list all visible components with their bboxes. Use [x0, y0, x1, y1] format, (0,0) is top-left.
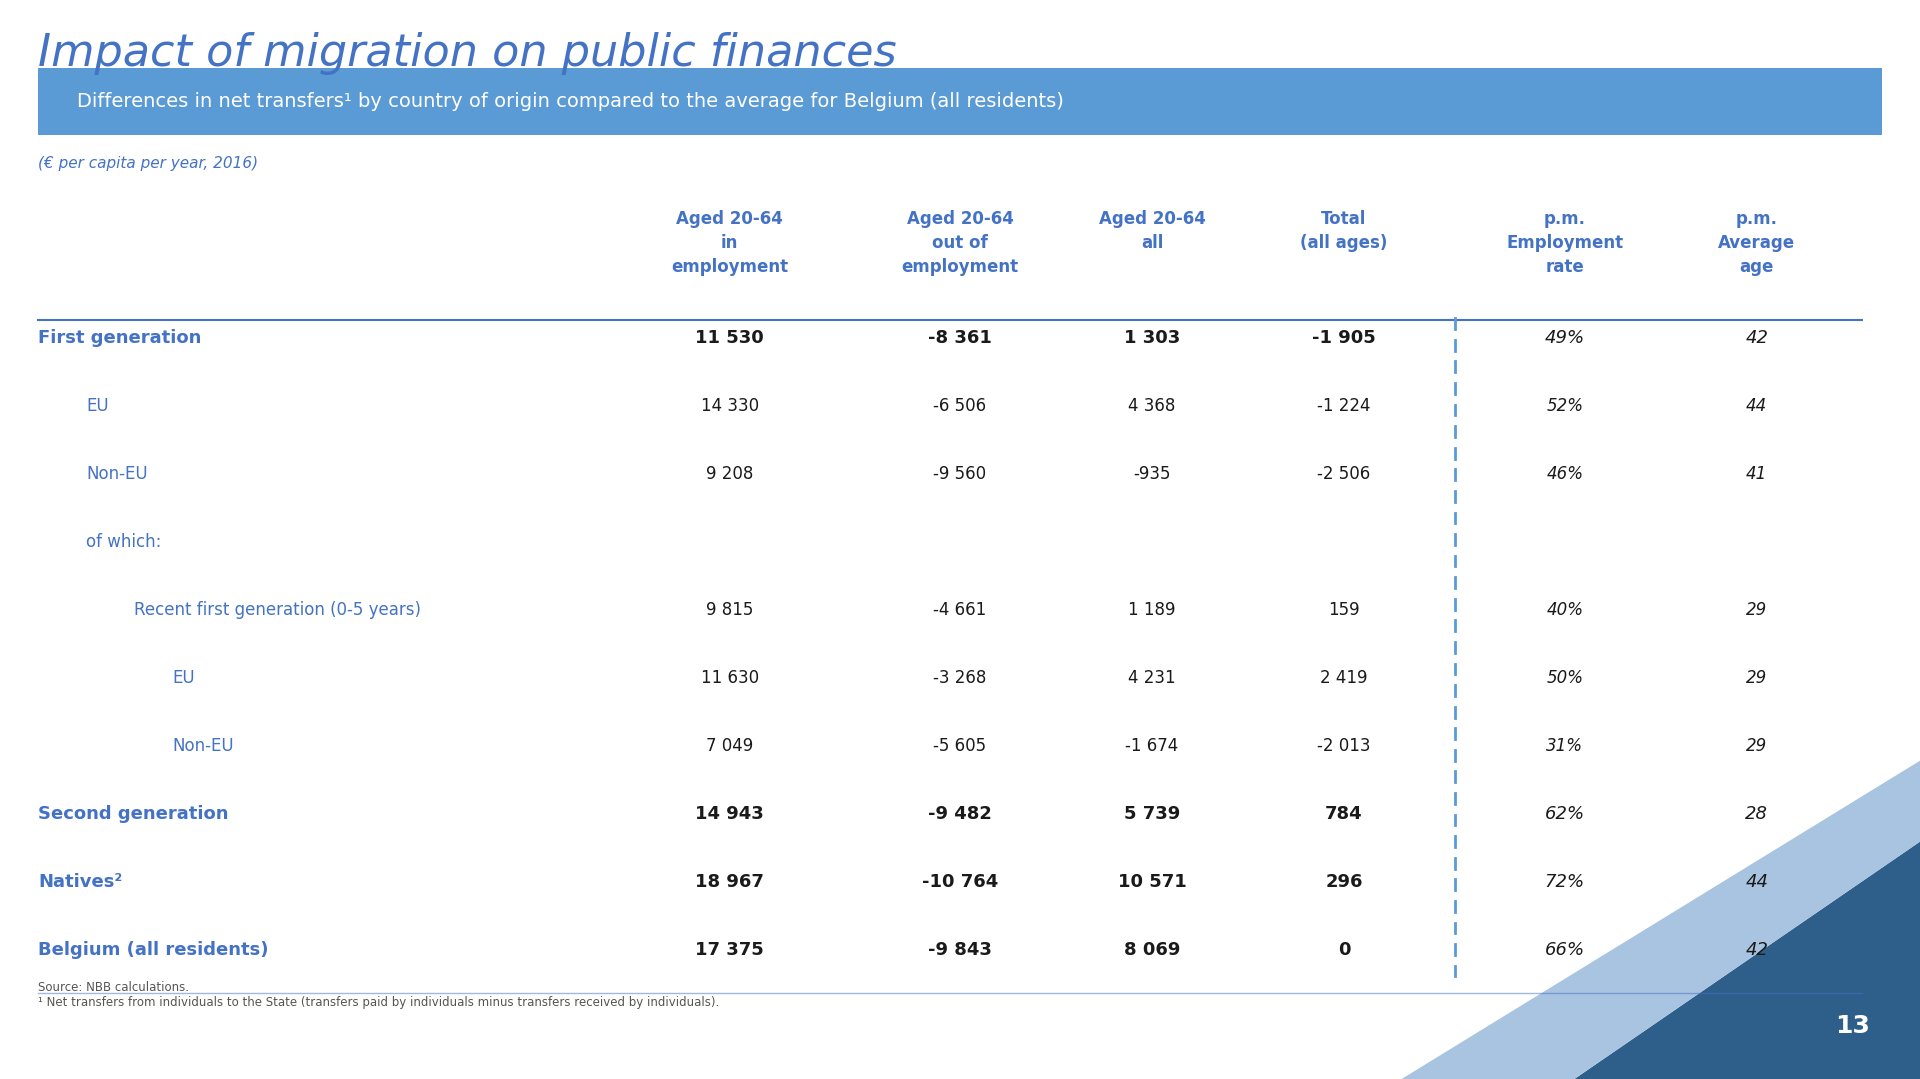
- Text: Aged 20-64
all: Aged 20-64 all: [1098, 210, 1206, 252]
- Text: Second generation: Second generation: [38, 805, 228, 823]
- Text: 159: 159: [1329, 601, 1359, 619]
- Text: 1 189: 1 189: [1129, 601, 1175, 619]
- Text: -2 013: -2 013: [1317, 737, 1371, 755]
- Text: -9 482: -9 482: [927, 805, 993, 823]
- Text: Aged 20-64
in
employment: Aged 20-64 in employment: [670, 210, 789, 275]
- Text: 13: 13: [1836, 1014, 1870, 1038]
- Text: 0: 0: [1338, 941, 1350, 959]
- Text: Natives²: Natives²: [38, 873, 123, 891]
- Text: Impact of migration on public finances: Impact of migration on public finances: [38, 32, 897, 76]
- Text: -5 605: -5 605: [933, 737, 987, 755]
- Text: 5 739: 5 739: [1123, 805, 1181, 823]
- Text: EU: EU: [86, 397, 109, 415]
- Text: 8 069: 8 069: [1123, 941, 1181, 959]
- Text: 72%: 72%: [1546, 873, 1584, 891]
- Text: 14 330: 14 330: [701, 397, 758, 415]
- Text: 784: 784: [1325, 805, 1363, 823]
- Text: 44: 44: [1745, 397, 1768, 415]
- Polygon shape: [1402, 761, 1920, 1079]
- Text: 42: 42: [1745, 329, 1768, 347]
- Text: 46%: 46%: [1546, 465, 1584, 483]
- Text: Non-EU: Non-EU: [173, 737, 234, 755]
- Text: First generation: First generation: [38, 329, 202, 347]
- Text: 28: 28: [1745, 805, 1768, 823]
- Text: 2 419: 2 419: [1321, 669, 1367, 687]
- Text: p.m.
Average
age: p.m. Average age: [1718, 210, 1795, 275]
- Text: 4 368: 4 368: [1129, 397, 1175, 415]
- Text: Differences in net transfers¹ by country of origin compared to the average for B: Differences in net transfers¹ by country…: [77, 92, 1064, 111]
- Text: 29: 29: [1745, 669, 1768, 687]
- Text: 18 967: 18 967: [695, 873, 764, 891]
- Text: 49%: 49%: [1546, 329, 1584, 347]
- Text: 296: 296: [1325, 873, 1363, 891]
- Text: -1 905: -1 905: [1311, 329, 1377, 347]
- Text: 41: 41: [1745, 465, 1768, 483]
- Text: -3 268: -3 268: [933, 669, 987, 687]
- Text: p.m.
Employment
rate: p.m. Employment rate: [1505, 210, 1624, 275]
- Text: Non-EU: Non-EU: [86, 465, 148, 483]
- Text: of which:: of which:: [86, 533, 161, 551]
- Text: -9 843: -9 843: [927, 941, 993, 959]
- Text: 10 571: 10 571: [1117, 873, 1187, 891]
- Text: 29: 29: [1745, 601, 1768, 619]
- Text: 14 943: 14 943: [695, 805, 764, 823]
- Text: -9 560: -9 560: [933, 465, 987, 483]
- Text: 44: 44: [1745, 873, 1768, 891]
- Text: Belgium (all residents): Belgium (all residents): [38, 941, 269, 959]
- Text: -10 764: -10 764: [922, 873, 998, 891]
- Text: 62%: 62%: [1546, 805, 1584, 823]
- Text: 4 231: 4 231: [1129, 669, 1175, 687]
- Text: -8 361: -8 361: [927, 329, 993, 347]
- Text: 40%: 40%: [1546, 601, 1584, 619]
- Text: Total
(all ages): Total (all ages): [1300, 210, 1388, 252]
- Text: 17 375: 17 375: [695, 941, 764, 959]
- Text: 50%: 50%: [1546, 669, 1584, 687]
- Text: 1 303: 1 303: [1123, 329, 1181, 347]
- Text: -2 506: -2 506: [1317, 465, 1371, 483]
- Text: -1 224: -1 224: [1317, 397, 1371, 415]
- Polygon shape: [1574, 842, 1920, 1079]
- Text: 31%: 31%: [1546, 737, 1584, 755]
- Text: 66%: 66%: [1546, 941, 1584, 959]
- Text: 29: 29: [1745, 737, 1768, 755]
- Text: EU: EU: [173, 669, 196, 687]
- Text: Aged 20-64
out of
employment: Aged 20-64 out of employment: [900, 210, 1020, 275]
- Text: -6 506: -6 506: [933, 397, 987, 415]
- Text: 11 630: 11 630: [701, 669, 758, 687]
- Text: Recent first generation (0-5 years): Recent first generation (0-5 years): [134, 601, 420, 619]
- Text: 9 208: 9 208: [707, 465, 753, 483]
- Text: (€ per capita per year, 2016): (€ per capita per year, 2016): [38, 156, 259, 172]
- Text: -4 661: -4 661: [933, 601, 987, 619]
- Text: -1 674: -1 674: [1125, 737, 1179, 755]
- Text: 42: 42: [1745, 941, 1768, 959]
- Text: 7 049: 7 049: [707, 737, 753, 755]
- Text: -935: -935: [1133, 465, 1171, 483]
- Text: 52%: 52%: [1546, 397, 1584, 415]
- Text: 9 815: 9 815: [707, 601, 753, 619]
- Text: 11 530: 11 530: [695, 329, 764, 347]
- Text: Source: NBB calculations.
¹ Net transfers from individuals to the State (transfe: Source: NBB calculations. ¹ Net transfer…: [38, 981, 720, 1009]
- FancyBboxPatch shape: [38, 68, 1882, 135]
